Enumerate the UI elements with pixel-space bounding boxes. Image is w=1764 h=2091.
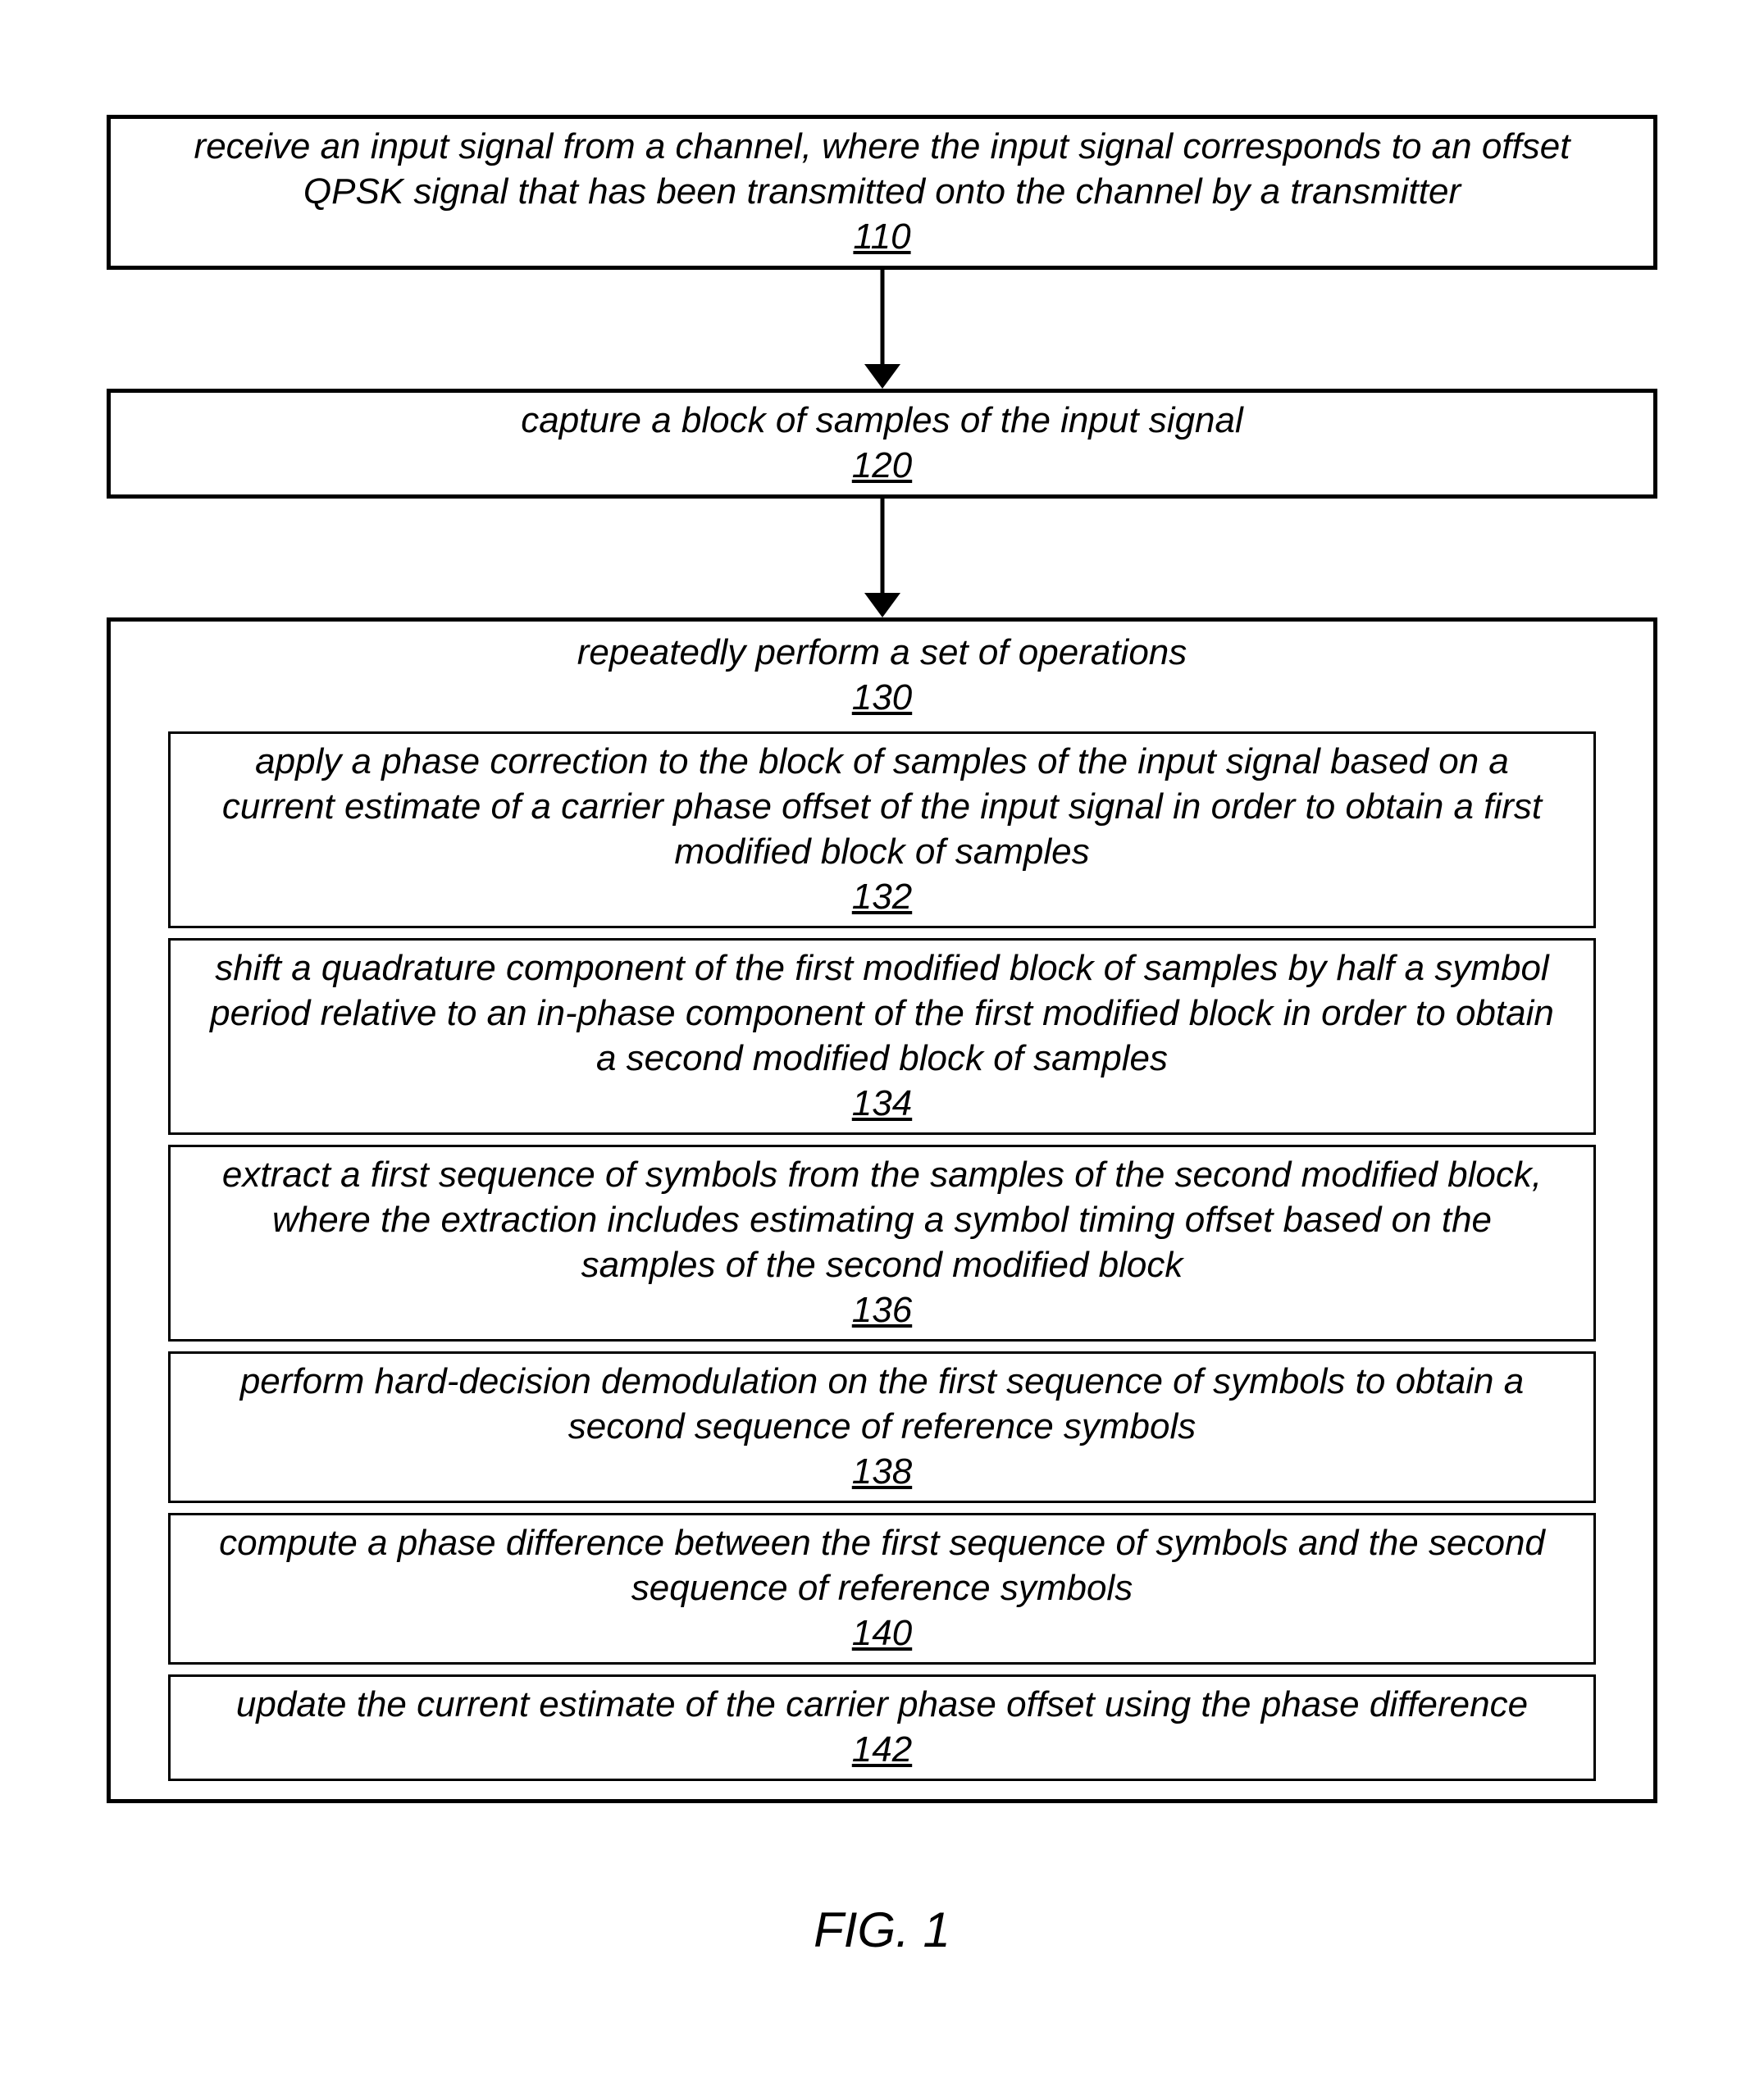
step-132-box: apply a phase correction to the block of… xyxy=(168,731,1596,928)
step-136-text: extract a first sequence of symbols from… xyxy=(171,1152,1593,1287)
step-132-ref: 132 xyxy=(852,874,912,919)
page: receive an input signal from a channel, … xyxy=(0,0,1764,2091)
step-140-ref: 140 xyxy=(852,1610,912,1656)
step-138-text: perform hard-decision demodulation on th… xyxy=(171,1359,1593,1449)
step-130-substeps: apply a phase correction to the block of… xyxy=(111,731,1653,1793)
step-142-text: update the current estimate of the carri… xyxy=(171,1682,1593,1727)
step-110-box: receive an input signal from a channel, … xyxy=(107,115,1657,270)
figure-caption: FIG. 1 xyxy=(107,1902,1657,1958)
step-138-ref: 138 xyxy=(852,1449,912,1494)
step-130-ref: 130 xyxy=(852,675,912,720)
step-134-box: shift a quadrature component of the firs… xyxy=(168,938,1596,1135)
arrow-icon xyxy=(858,499,907,617)
step-130-box: repeatedly perform a set of operations 1… xyxy=(107,617,1657,1803)
step-142-box: update the current estimate of the carri… xyxy=(168,1674,1596,1781)
step-138-box: perform hard-decision demodulation on th… xyxy=(168,1351,1596,1503)
step-110-ref: 110 xyxy=(853,214,910,259)
step-134-text: shift a quadrature component of the firs… xyxy=(171,945,1593,1081)
step-140-text: compute a phase difference between the f… xyxy=(171,1520,1593,1610)
step-136-box: extract a first sequence of symbols from… xyxy=(168,1145,1596,1342)
arrow-110-120 xyxy=(107,270,1657,389)
arrow-icon xyxy=(858,270,907,389)
step-110-text: receive an input signal from a channel, … xyxy=(111,124,1653,214)
step-130-text: repeatedly perform a set of operations xyxy=(111,630,1653,675)
step-120-ref: 120 xyxy=(852,443,912,488)
step-134-ref: 134 xyxy=(852,1081,912,1126)
flowchart: receive an input signal from a channel, … xyxy=(107,115,1657,1958)
step-140-box: compute a phase difference between the f… xyxy=(168,1513,1596,1665)
step-120-box: capture a block of samples of the input … xyxy=(107,389,1657,499)
step-132-text: apply a phase correction to the block of… xyxy=(171,739,1593,874)
arrow-120-130 xyxy=(107,499,1657,617)
step-136-ref: 136 xyxy=(852,1287,912,1332)
step-142-ref: 142 xyxy=(852,1727,912,1772)
step-120-text: capture a block of samples of the input … xyxy=(111,398,1653,443)
